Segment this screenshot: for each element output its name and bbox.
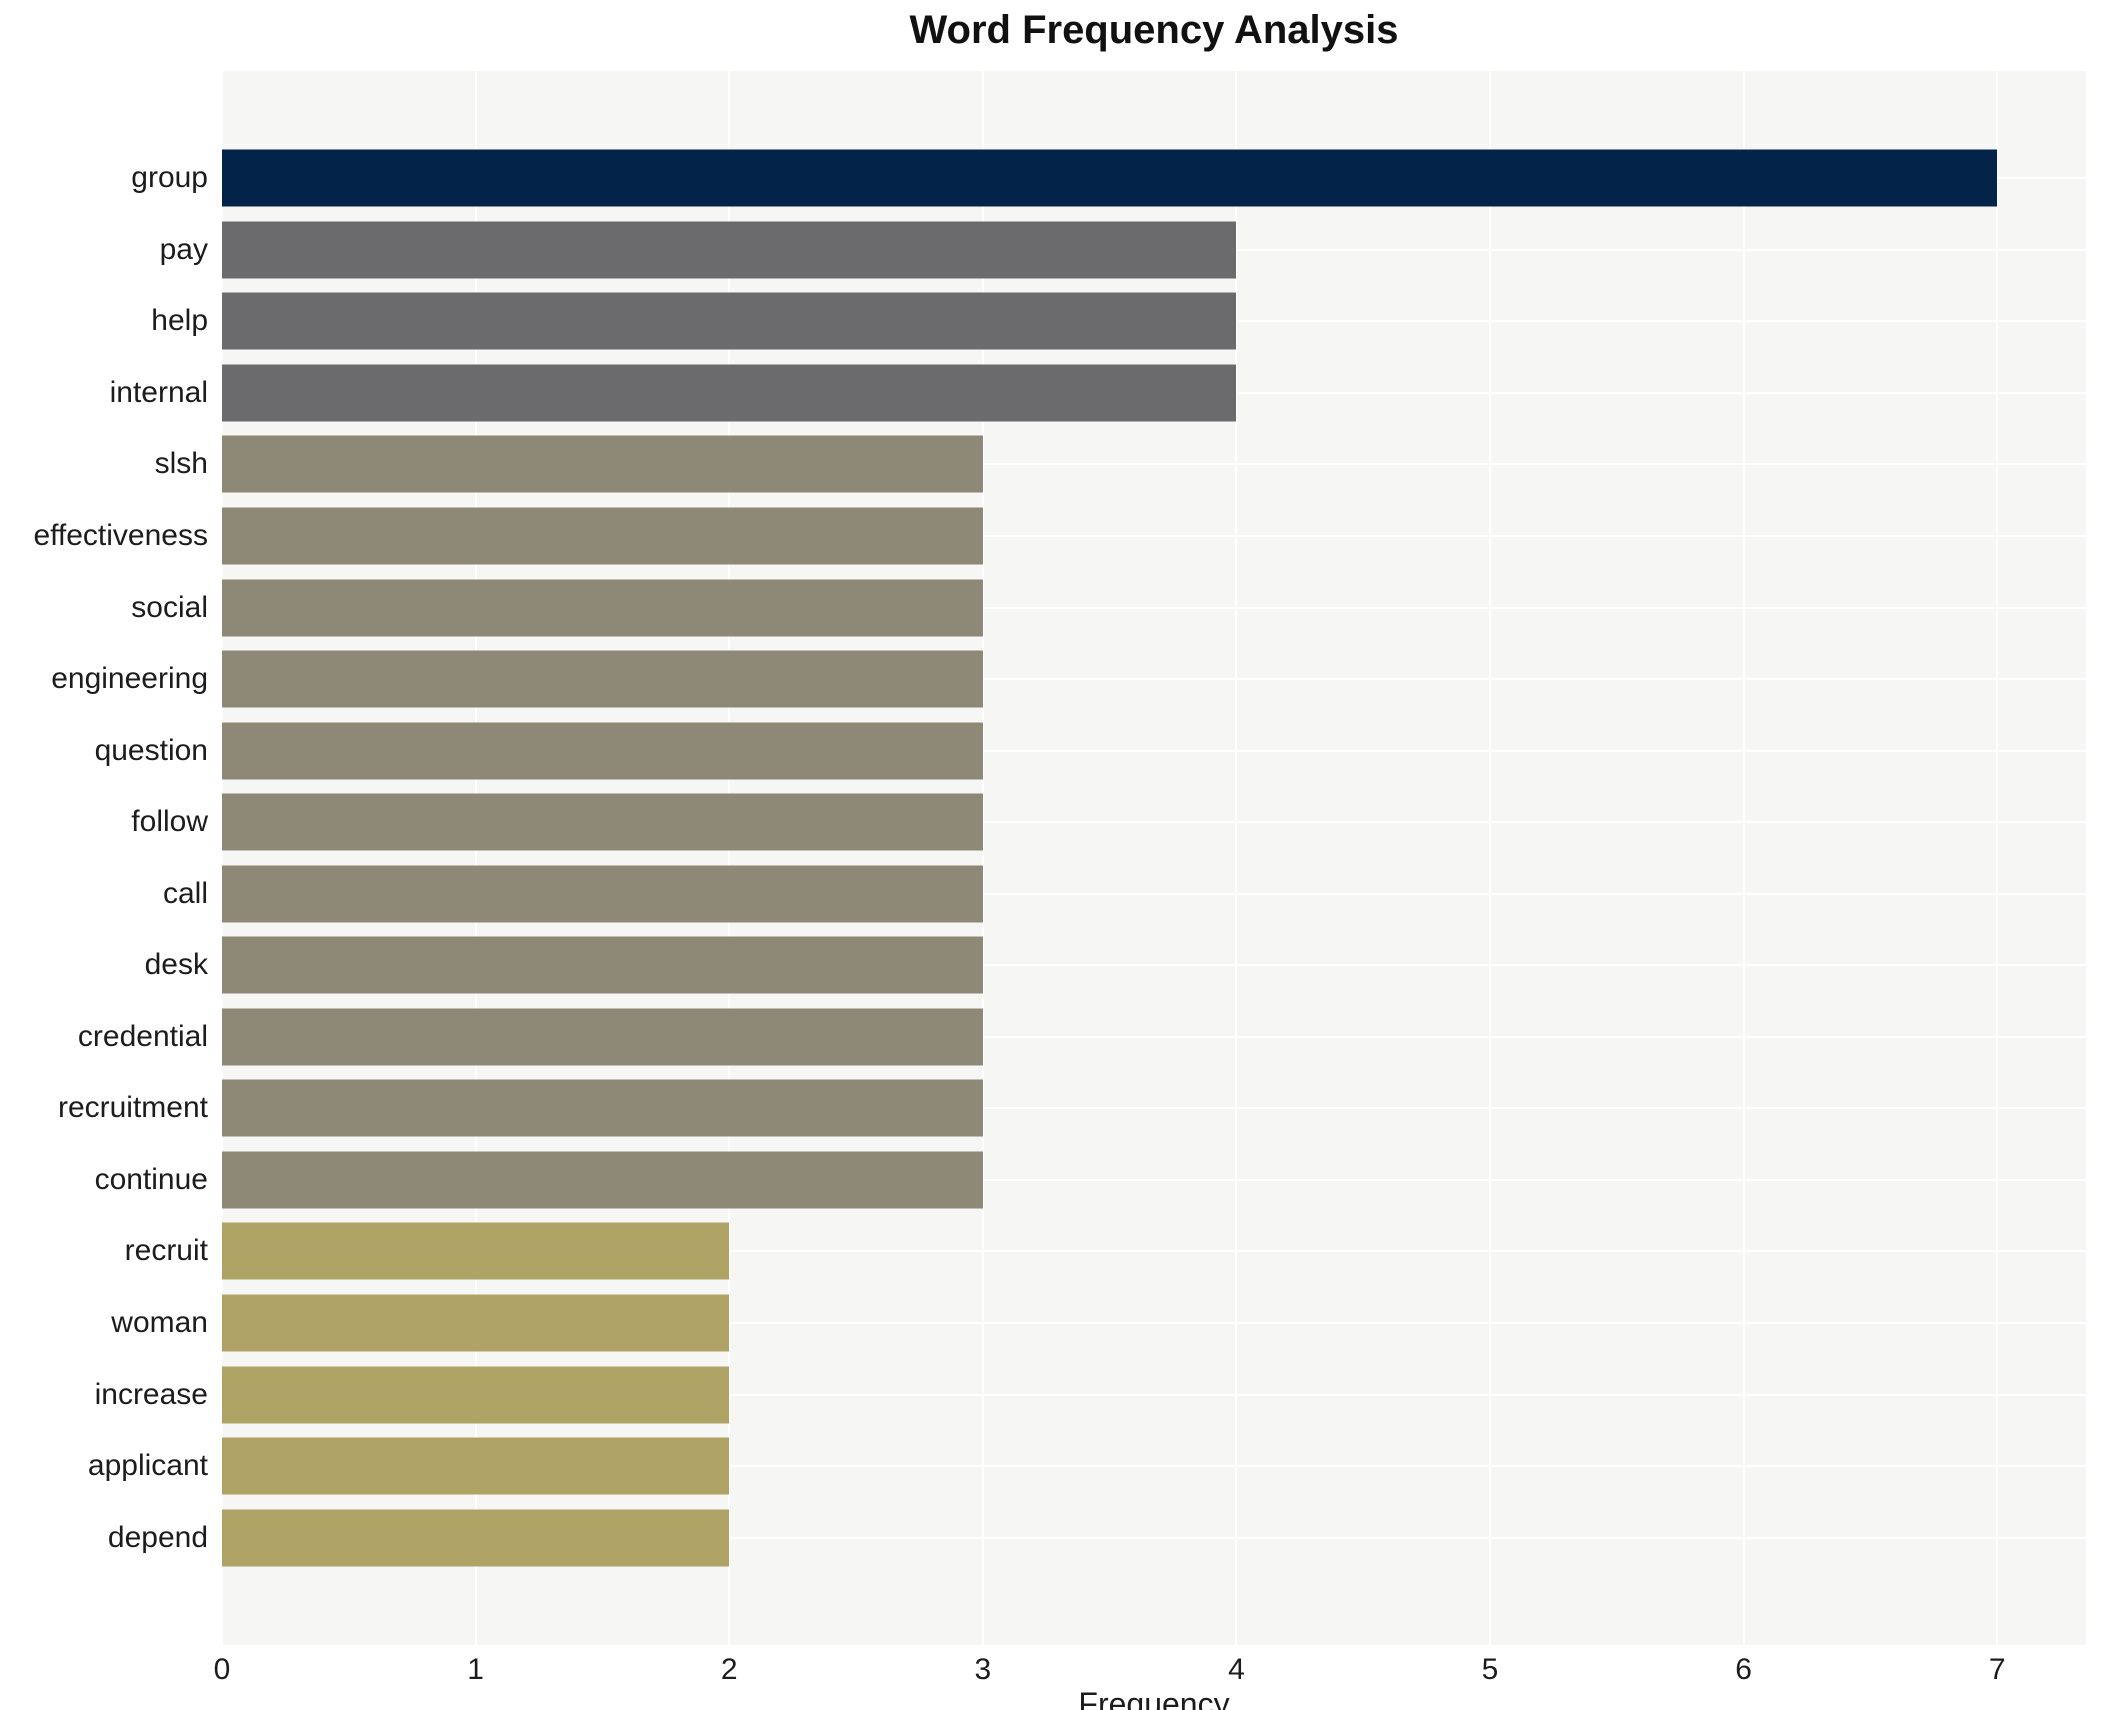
bar-effectiveness (222, 507, 983, 565)
category-label: slsh (154, 447, 208, 481)
category-label: recruit (124, 1234, 208, 1268)
bar-row: social (131, 572, 2086, 644)
x-tick-label: 5 (1481, 1653, 1499, 1686)
category-label: pay (159, 232, 208, 266)
bar-group (222, 149, 1998, 207)
bar-row: increase (95, 1359, 2086, 1431)
category-label: desk (144, 948, 208, 982)
horizontal-gridline (222, 463, 2086, 466)
bar-slsh (222, 435, 983, 493)
horizontal-gridline (222, 1035, 2086, 1038)
category-label: effectiveness (33, 519, 208, 552)
category-label: help (151, 304, 208, 338)
x-tick-label: 6 (1735, 1653, 1752, 1686)
x-tick-label: 2 (720, 1653, 738, 1686)
bar-row: follow (131, 786, 2086, 858)
horizontal-gridline (222, 1322, 2086, 1325)
bar-row: slsh (155, 429, 2086, 501)
bar-follow (222, 793, 983, 851)
horizontal-gridline (222, 1536, 2086, 1539)
bar-row: help (151, 286, 2086, 358)
vertical-gridline (1996, 71, 1999, 1645)
vertical-gridline (981, 71, 984, 1645)
category-label: depend (107, 1520, 208, 1554)
x-tick-label: 3 (974, 1653, 992, 1686)
bar-call (222, 865, 983, 923)
bar-increase (222, 1366, 730, 1424)
bar-credential (222, 1008, 983, 1066)
bar-row: continue (95, 1144, 2086, 1216)
category-label: question (94, 733, 208, 767)
horizontal-gridline (222, 1107, 2086, 1110)
bar-row: group (131, 143, 2086, 215)
bar-row: credential (78, 1001, 2086, 1073)
horizontal-gridline (222, 1393, 2086, 1396)
bar-recruit (222, 1222, 730, 1280)
category-label: group (131, 161, 208, 195)
bar-row: question (95, 715, 2086, 787)
bar-recruitment (222, 1079, 983, 1137)
category-label: credential (77, 1019, 208, 1053)
vertical-gridline (1489, 71, 1492, 1645)
vertical-gridline (221, 71, 223, 1645)
horizontal-gridline (222, 678, 2086, 681)
bar-depend (222, 1509, 730, 1567)
horizontal-gridline (222, 892, 2086, 895)
x-tick-label: 7 (1988, 1653, 2006, 1686)
bar-woman (222, 1294, 730, 1352)
x-tick-label: 0 (213, 1653, 231, 1686)
bar-help (222, 292, 1237, 350)
category-label: internal (109, 375, 208, 409)
plot-area: group pay help internal slsh effectiveness soc… (33, 71, 2086, 1645)
bar-pay (222, 221, 1237, 279)
horizontal-gridline (222, 1250, 2086, 1253)
x-tick-label: 4 (1228, 1653, 1245, 1686)
bar-row: internal (110, 357, 2086, 429)
x-axis-ticks: 0 1 2 3 4 5 6 7 (214, 1653, 2086, 1693)
chart-title: Word Frequency Analysis (909, 8, 1399, 52)
bar-row: effectiveness (33, 500, 2086, 572)
bar-row: recruitment (58, 1073, 2086, 1145)
bar-row: call (163, 858, 2086, 930)
horizontal-gridline (222, 749, 2086, 752)
bar-row: depend (108, 1502, 2086, 1574)
vertical-gridline (1742, 71, 1745, 1645)
bar-row: engineering (51, 643, 2086, 715)
bar-rows: group pay help internal slsh effectiveness soc… (33, 71, 2086, 1645)
x-axis-label: Frequency (1078, 1686, 1230, 1710)
bar-applicant (222, 1437, 730, 1495)
bar-social (222, 579, 983, 637)
vertical-gridline (728, 71, 731, 1645)
vertical-gridline (474, 71, 477, 1645)
category-label: call (162, 876, 208, 910)
category-label: follow (131, 805, 208, 839)
bar-row: woman (111, 1287, 2086, 1359)
bar-question (222, 722, 983, 780)
bar-row: applicant (88, 1430, 2086, 1502)
bar-row: pay (160, 214, 2086, 286)
category-label: woman (111, 1306, 208, 1340)
horizontal-gridline (222, 1178, 2086, 1181)
horizontal-gridline (222, 821, 2086, 824)
category-label: social (131, 590, 208, 624)
category-label: engineering (51, 662, 208, 696)
x-tick-label: 1 (467, 1653, 484, 1686)
horizontal-gridline (222, 535, 2086, 537)
bar-continue (222, 1151, 983, 1209)
vertical-gridline (1235, 71, 1238, 1645)
category-label: recruitment (57, 1091, 208, 1125)
category-label: increase (94, 1377, 208, 1411)
category-label: continue (94, 1162, 208, 1196)
horizontal-gridline (222, 1465, 2086, 1468)
bar-engineering (222, 650, 983, 708)
category-label: applicant (87, 1449, 208, 1483)
horizontal-gridline (222, 606, 2086, 609)
bar-row: recruit (125, 1216, 2086, 1288)
horizontal-gridline (222, 964, 2086, 967)
bar-row: desk (145, 930, 2086, 1002)
bar-desk (222, 936, 983, 994)
bar-internal (222, 364, 1237, 422)
